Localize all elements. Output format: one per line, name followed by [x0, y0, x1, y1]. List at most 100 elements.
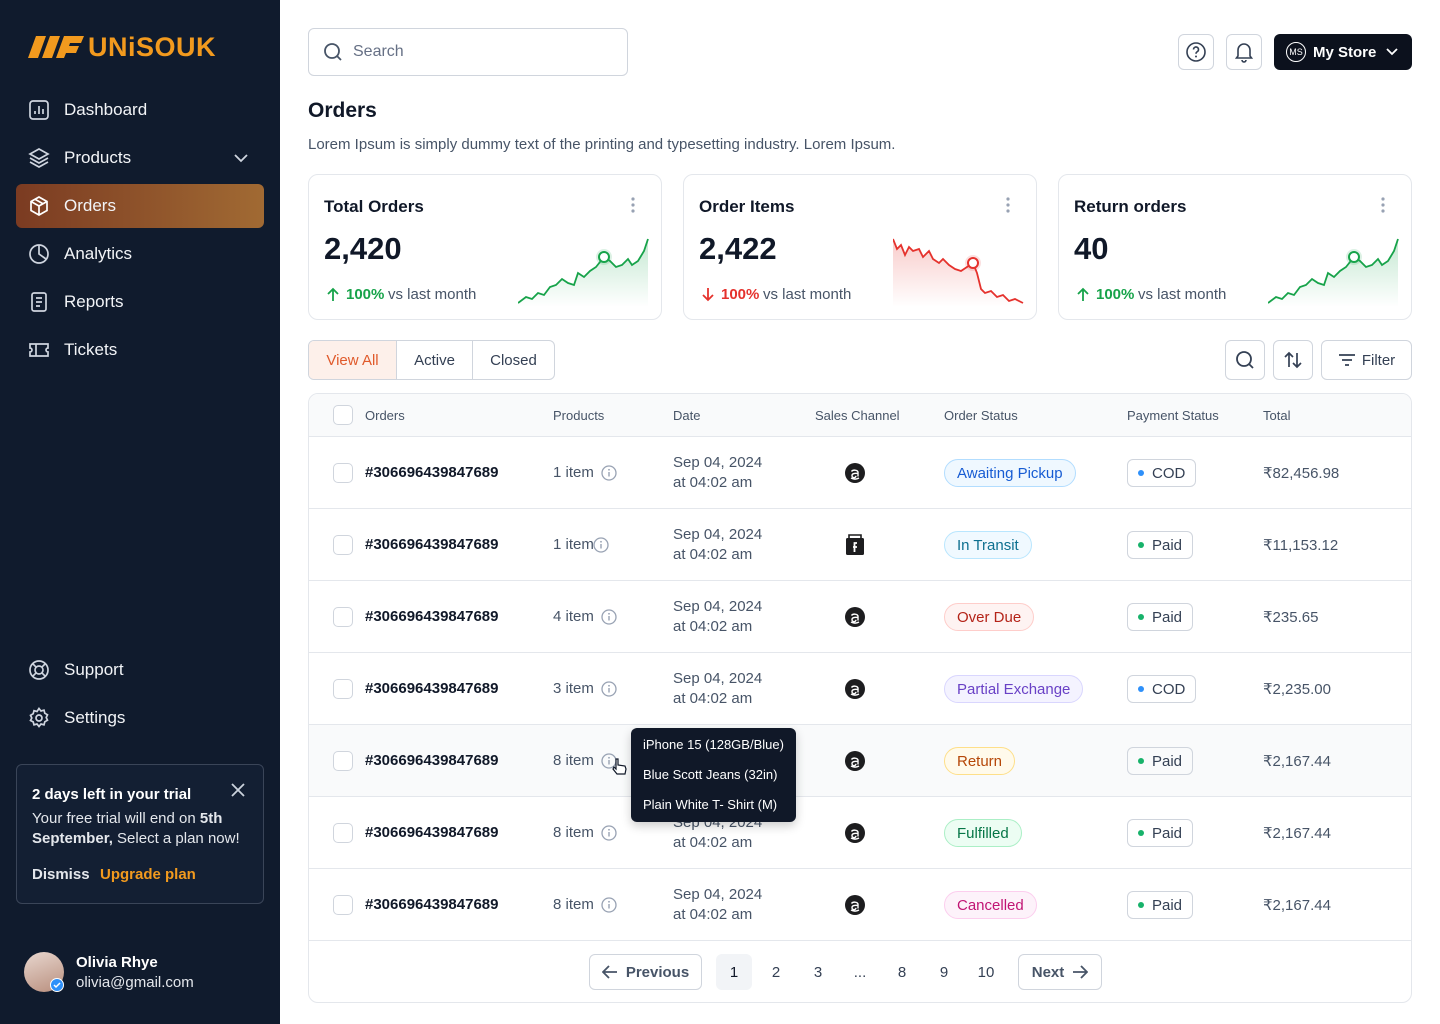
help-button[interactable] [1178, 34, 1214, 70]
notifications-button[interactable] [1226, 34, 1262, 70]
order-id[interactable]: #306696439847689 [365, 752, 499, 769]
nav-item[interactable]: Analytics [16, 232, 264, 276]
table-row[interactable]: #306696439847689 8 item Sep 04, 2024 at … [309, 869, 1411, 941]
tab[interactable]: Active [397, 341, 473, 379]
page-button[interactable]: 8 [897, 963, 907, 981]
order-time: at 04:02 am [673, 474, 753, 491]
filter-button[interactable]: Filter [1321, 340, 1412, 380]
brand: UNiSOUK [88, 32, 217, 62]
info-icon[interactable] [601, 465, 617, 481]
payment-status: Paid [1127, 891, 1194, 919]
channel-icon [845, 463, 865, 483]
chevron [234, 154, 248, 163]
info-icon[interactable] [601, 681, 617, 697]
stat-note: vs last month [763, 286, 852, 303]
close-icon[interactable] [231, 783, 245, 797]
row-checkbox[interactable] [333, 679, 353, 699]
orders-table: Orders Products Date Sales Channel Order Sta… [308, 393, 1412, 1003]
info-icon[interactable] [601, 609, 617, 625]
info-icon[interactable] [593, 537, 609, 553]
order-date: Sep 04, 2024 [673, 526, 763, 543]
table-row[interactable]: #306696439847689 1 item Sep 04, 2024 at … [309, 437, 1411, 509]
page-button[interactable]: 9 [939, 963, 949, 981]
order-date: Sep 04, 2024 [673, 598, 763, 615]
page-description: Lorem Ipsum is simply dummy text of the … [308, 136, 896, 153]
order-id[interactable]: #306696439847689 [365, 536, 499, 553]
tooltip-item: Plain White T- Shirt (M) [643, 797, 778, 812]
trial-text-end: Select a plan now! [117, 830, 240, 847]
stat-card: Order Items 2,422 100% vs last month [683, 174, 1037, 320]
trend-arrow [702, 288, 714, 302]
select-all-checkbox[interactable] [333, 405, 353, 425]
column-header: Total [1263, 408, 1291, 423]
table-row[interactable]: #306696439847689 8 item Sep 04, 2024 at … [309, 797, 1411, 869]
page-button[interactable]: 1 [716, 954, 752, 990]
payment-status: Paid [1127, 603, 1194, 631]
table-row[interactable]: #306696439847689 8 item Sep 04, 2024 at … [309, 725, 1411, 797]
page-button[interactable]: 2 [771, 963, 781, 981]
stat-title: Order Items [699, 197, 795, 216]
tooltip-item: Blue Scott Jeans (32in) [643, 767, 778, 782]
tooltip-item: iPhone 15 (128GB/Blue) [643, 737, 784, 752]
row-checkbox[interactable] [333, 607, 353, 627]
payment-label: COD [1152, 680, 1186, 698]
page-button[interactable]: 10 [977, 963, 995, 981]
upgrade-button[interactable]: Upgrade plan [100, 866, 196, 883]
stat-card: Return orders 40 100% vs last month [1058, 174, 1412, 320]
status-dot [1138, 758, 1144, 764]
nav-label: Reports [64, 292, 124, 311]
order-time: at 04:02 am [673, 618, 753, 635]
status-dot [1138, 542, 1144, 548]
info-icon[interactable] [601, 825, 617, 841]
order-total: ₹2,167.44 [1263, 897, 1331, 914]
order-time: at 04:02 am [673, 834, 753, 851]
order-time: at 04:02 am [673, 906, 753, 923]
row-checkbox[interactable] [333, 895, 353, 915]
more-icon[interactable] [1006, 197, 1010, 213]
order-total: ₹235.65 [1263, 609, 1319, 626]
nav-item[interactable]: Reports [16, 280, 264, 324]
order-id[interactable]: #306696439847689 [365, 608, 499, 625]
table-row[interactable]: #306696439847689 4 item Sep 04, 2024 at … [309, 581, 1411, 653]
info-icon[interactable] [601, 897, 617, 913]
stat-value: 2,420 [324, 231, 402, 266]
row-checkbox[interactable] [333, 535, 353, 555]
table-row[interactable]: #306696439847689 1 item Sep 04, 2024 at … [309, 509, 1411, 581]
order-status: Awaiting Pickup [944, 459, 1076, 487]
stat-title: Return orders [1074, 197, 1187, 216]
more-icon[interactable] [631, 197, 635, 213]
more-icon[interactable] [1381, 197, 1385, 213]
nav-item[interactable]: Dashboard [16, 88, 264, 132]
tab[interactable]: View All [309, 341, 397, 379]
row-checkbox[interactable] [333, 751, 353, 771]
previous-button[interactable]: Previous [589, 954, 702, 990]
product-count: 8 item [553, 824, 594, 841]
page-button[interactable]: ... [853, 963, 867, 981]
order-id[interactable]: #306696439847689 [365, 680, 499, 697]
order-id[interactable]: #306696439847689 [365, 464, 499, 481]
next-button[interactable]: Next [1018, 954, 1102, 990]
order-id[interactable]: #306696439847689 [365, 896, 499, 913]
dismiss-button[interactable]: Dismiss [32, 866, 90, 883]
order-id[interactable]: #306696439847689 [365, 824, 499, 841]
nav-item[interactable]: Products [16, 136, 264, 180]
table-search-button[interactable] [1225, 340, 1265, 380]
table-row[interactable]: #306696439847689 3 item Sep 04, 2024 at … [309, 653, 1411, 725]
row-checkbox[interactable] [333, 463, 353, 483]
nav-item[interactable]: Support [16, 648, 264, 692]
nav-item[interactable]: Orders [16, 184, 264, 228]
row-checkbox[interactable] [333, 823, 353, 843]
status-dot [1138, 902, 1144, 908]
nav-label: Orders [64, 196, 116, 215]
tab[interactable]: Closed [490, 351, 537, 369]
search-placeholder: Search [353, 43, 404, 60]
page-button[interactable]: 3 [813, 963, 823, 981]
search-box[interactable]: Search [308, 28, 628, 76]
nav-item[interactable]: Settings [16, 696, 264, 740]
nav-item[interactable]: Tickets [16, 328, 264, 372]
order-status: In Transit [944, 531, 1032, 559]
product-count: 1 item [553, 536, 594, 553]
store-button[interactable]: MS My Store [1274, 34, 1412, 70]
sort-button[interactable] [1273, 340, 1313, 380]
product-count: 4 item [553, 608, 594, 625]
